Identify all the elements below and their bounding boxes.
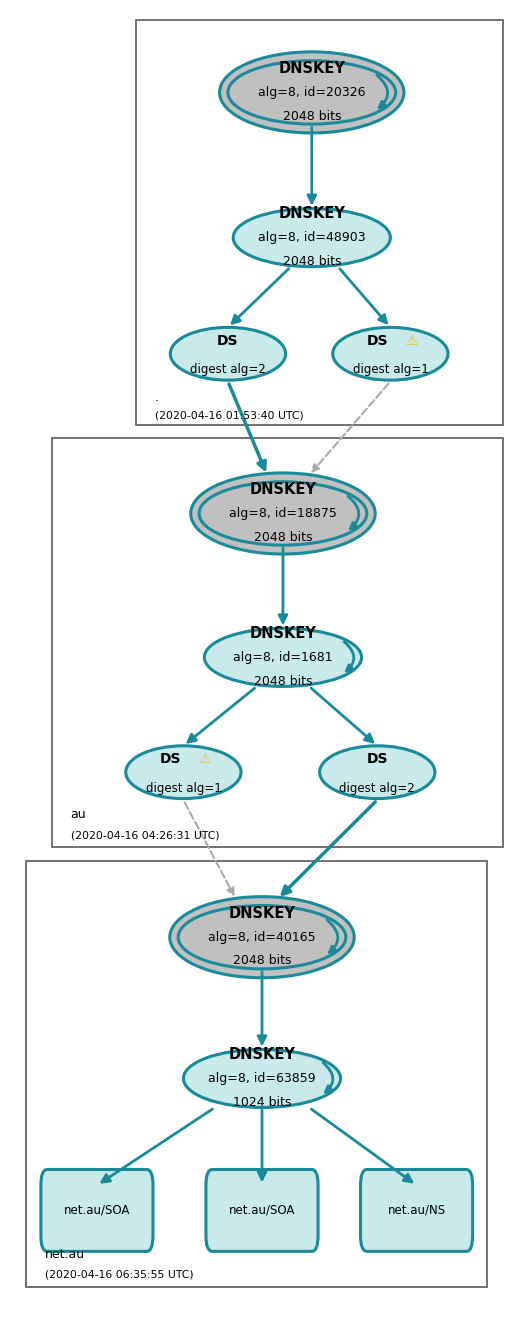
- Text: 1024 bits: 1024 bits: [233, 1096, 291, 1109]
- Text: DNSKEY: DNSKEY: [249, 626, 316, 642]
- Text: digest alg=1: digest alg=1: [146, 781, 221, 795]
- Text: alg=8, id=18875: alg=8, id=18875: [229, 507, 337, 520]
- Text: DNSKEY: DNSKEY: [228, 1047, 296, 1063]
- Text: DNSKEY: DNSKEY: [249, 482, 316, 498]
- Ellipse shape: [333, 327, 448, 380]
- Text: 2048 bits: 2048 bits: [233, 954, 291, 968]
- Ellipse shape: [183, 1049, 341, 1107]
- Text: digest alg=1: digest alg=1: [353, 363, 428, 376]
- Ellipse shape: [204, 628, 362, 686]
- Ellipse shape: [228, 61, 396, 124]
- Text: digest alg=2: digest alg=2: [340, 781, 415, 795]
- Text: alg=8, id=48903: alg=8, id=48903: [258, 231, 366, 244]
- Text: DS: DS: [159, 752, 181, 766]
- Text: digest alg=2: digest alg=2: [190, 363, 266, 376]
- Text: net.au/SOA: net.au/SOA: [64, 1204, 130, 1217]
- Ellipse shape: [170, 327, 286, 380]
- Text: DS: DS: [366, 752, 388, 766]
- FancyArrowPatch shape: [344, 642, 354, 671]
- Ellipse shape: [126, 746, 241, 799]
- FancyBboxPatch shape: [52, 438, 503, 847]
- Text: (2020-04-16 06:35:55 UTC): (2020-04-16 06:35:55 UTC): [45, 1270, 193, 1280]
- Ellipse shape: [220, 51, 404, 133]
- FancyBboxPatch shape: [26, 861, 487, 1287]
- FancyBboxPatch shape: [136, 20, 503, 425]
- FancyArrowPatch shape: [348, 496, 359, 529]
- Text: (2020-04-16 04:26:31 UTC): (2020-04-16 04:26:31 UTC): [71, 830, 220, 841]
- Text: 2048 bits: 2048 bits: [282, 255, 341, 268]
- Text: DNSKEY: DNSKEY: [228, 906, 296, 921]
- Ellipse shape: [170, 896, 354, 978]
- Text: 2048 bits: 2048 bits: [282, 110, 341, 123]
- FancyArrowPatch shape: [377, 75, 388, 108]
- Text: alg=8, id=20326: alg=8, id=20326: [258, 86, 366, 99]
- Text: alg=8, id=63859: alg=8, id=63859: [208, 1072, 316, 1085]
- FancyBboxPatch shape: [206, 1170, 318, 1251]
- Text: (2020-04-16 01:53:40 UTC): (2020-04-16 01:53:40 UTC): [155, 411, 303, 421]
- Text: DS: DS: [217, 334, 239, 347]
- Text: net.au/NS: net.au/NS: [388, 1204, 445, 1217]
- Ellipse shape: [233, 209, 390, 267]
- Text: net.au: net.au: [45, 1247, 85, 1261]
- Text: .: .: [155, 391, 159, 404]
- Ellipse shape: [191, 473, 375, 554]
- Text: ⚠: ⚠: [198, 752, 211, 766]
- Text: ⚠: ⚠: [405, 334, 418, 347]
- Ellipse shape: [320, 746, 435, 799]
- FancyBboxPatch shape: [41, 1170, 153, 1251]
- Text: DNSKEY: DNSKEY: [278, 61, 345, 77]
- Text: au: au: [71, 808, 86, 821]
- Text: DNSKEY: DNSKEY: [278, 206, 345, 222]
- FancyBboxPatch shape: [361, 1170, 473, 1251]
- Text: DS: DS: [366, 334, 388, 347]
- Text: alg=8, id=1681: alg=8, id=1681: [233, 651, 333, 664]
- Text: 2048 bits: 2048 bits: [254, 675, 312, 688]
- Text: 2048 bits: 2048 bits: [254, 531, 312, 544]
- Ellipse shape: [199, 482, 367, 545]
- Ellipse shape: [178, 906, 346, 969]
- FancyArrowPatch shape: [327, 920, 338, 953]
- Text: net.au/SOA: net.au/SOA: [229, 1204, 295, 1217]
- Text: alg=8, id=40165: alg=8, id=40165: [208, 931, 316, 944]
- FancyArrowPatch shape: [323, 1063, 333, 1092]
